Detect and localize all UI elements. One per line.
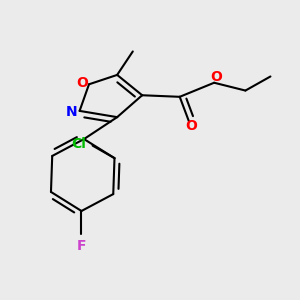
Text: F: F (77, 239, 86, 253)
Text: O: O (76, 76, 88, 90)
Text: Cl: Cl (71, 137, 86, 151)
Text: O: O (210, 70, 222, 84)
Text: O: O (186, 118, 197, 133)
Text: N: N (66, 106, 78, 119)
